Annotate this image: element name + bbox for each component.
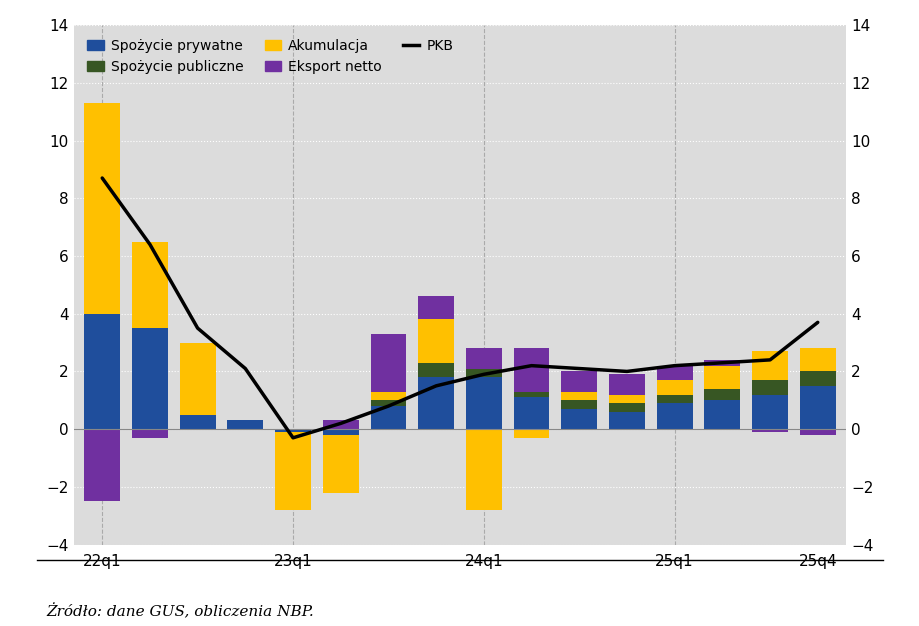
Bar [656,403,692,429]
Bar [799,371,834,386]
Bar [513,348,549,392]
Bar [370,400,406,406]
Bar [656,366,692,380]
Bar [370,334,406,392]
Bar [85,429,120,501]
Bar [608,403,644,412]
Bar [561,400,596,409]
Bar [132,328,167,429]
Bar [704,366,740,389]
Bar [418,377,454,429]
Bar [704,389,740,400]
Bar [608,394,644,403]
Bar [561,409,596,429]
Bar [85,103,120,314]
Legend: Spożycie prywatne, Spożycie publiczne, Akumulacja, Eksport netto, PKB: Spożycie prywatne, Spożycie publiczne, A… [81,32,460,81]
Bar [752,429,787,432]
Bar [752,380,787,394]
Bar [656,394,692,403]
Bar [465,348,501,369]
Bar [418,296,454,319]
Bar [704,360,740,366]
Bar [608,374,644,394]
Bar [465,377,501,429]
Bar [465,429,501,510]
Bar [418,319,454,363]
Bar [323,435,358,493]
Bar [513,398,549,429]
Bar [656,380,692,394]
Bar [418,363,454,377]
Bar [513,429,549,438]
Bar [227,421,263,429]
Bar [179,415,215,429]
Bar [799,429,834,435]
Bar [704,400,740,429]
Bar [275,432,311,510]
Bar [323,421,358,429]
Bar [132,429,167,438]
Bar [179,342,215,415]
Bar [752,394,787,429]
Bar [370,406,406,429]
Bar [323,429,358,435]
Bar [275,429,311,432]
Bar [465,369,501,377]
Bar [513,392,549,398]
Bar [370,392,406,400]
Bar [608,412,644,429]
Bar [132,242,167,328]
Bar [799,386,834,429]
Bar [561,392,596,400]
Bar [752,351,787,380]
Bar [85,314,120,429]
Bar [561,371,596,392]
Bar [799,348,834,371]
Text: Żródło: dane GUS, obliczenia NBP.: Żródło: dane GUS, obliczenia NBP. [46,604,313,620]
